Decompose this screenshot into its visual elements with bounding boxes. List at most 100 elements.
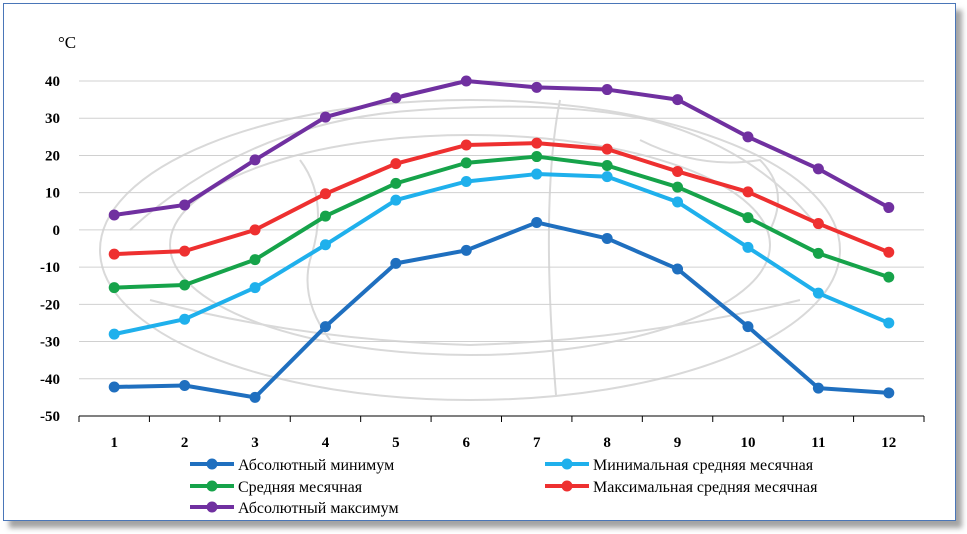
y-tick-label: 20 bbox=[45, 148, 60, 164]
legend-item[interactable]: Максимальная средняя месячная bbox=[545, 479, 818, 496]
series-line bbox=[114, 220, 889, 400]
axes bbox=[78, 415, 925, 422]
series-2 bbox=[108, 168, 895, 340]
data-point bbox=[390, 92, 402, 104]
legend[interactable]: Абсолютный минимум Минимальная средняя ме… bbox=[190, 457, 818, 517]
y-tick-label: -30 bbox=[40, 335, 60, 351]
legend-swatch-marker bbox=[206, 501, 218, 513]
x-tick-label: 7 bbox=[533, 435, 541, 451]
data-point bbox=[812, 247, 824, 259]
data-point bbox=[742, 131, 754, 143]
data-point bbox=[601, 143, 613, 155]
data-point bbox=[179, 279, 191, 291]
data-point bbox=[883, 202, 895, 214]
data-point bbox=[108, 282, 120, 294]
legend-label: Абсолютный минимум bbox=[238, 457, 394, 474]
series-line bbox=[113, 172, 890, 337]
x-tick-label: 1 bbox=[110, 435, 118, 451]
data-point bbox=[179, 245, 191, 257]
data-point bbox=[460, 75, 472, 87]
data-point bbox=[460, 139, 472, 151]
data-point bbox=[531, 151, 543, 163]
y-tick-label: 30 bbox=[45, 111, 60, 127]
legend-item[interactable]: Минимальная средняя месячная bbox=[545, 457, 814, 474]
data-point bbox=[742, 212, 754, 224]
data-point bbox=[672, 94, 684, 106]
x-tick-labels: 1 2 3 4 5 6 7 8 9 10 11 12 bbox=[110, 435, 896, 451]
data-point bbox=[531, 168, 543, 180]
data-point bbox=[601, 232, 613, 244]
data-point bbox=[319, 111, 331, 123]
data-point bbox=[108, 328, 120, 340]
data-point bbox=[531, 216, 543, 228]
y-axis-unit: °C bbox=[58, 33, 76, 52]
series-3 bbox=[108, 151, 895, 294]
data-point bbox=[531, 81, 543, 93]
legend-label: Минимальная средняя месячная bbox=[593, 457, 814, 474]
data-point bbox=[390, 194, 402, 206]
chart-frame bbox=[3, 3, 956, 521]
data-point bbox=[319, 239, 331, 251]
data-point bbox=[179, 379, 191, 391]
y-tick-label: -50 bbox=[40, 409, 60, 425]
data-point bbox=[108, 209, 120, 221]
x-tick-label: 6 bbox=[463, 435, 471, 451]
x-tick-label: 5 bbox=[392, 435, 400, 451]
y-tick-label: -20 bbox=[40, 297, 60, 313]
data-point bbox=[531, 137, 543, 149]
map-watermark bbox=[99, 99, 841, 401]
x-tick-label: 8 bbox=[603, 435, 611, 451]
legend-item[interactable]: Абсолютный минимум bbox=[190, 457, 394, 474]
data-point bbox=[672, 181, 684, 193]
data-point bbox=[460, 244, 472, 256]
legend-swatch-marker bbox=[206, 458, 218, 470]
data-point bbox=[742, 321, 754, 333]
data-point bbox=[812, 287, 824, 299]
data-point bbox=[249, 282, 261, 294]
data-point bbox=[179, 199, 191, 211]
data-point bbox=[108, 381, 120, 393]
legend-swatch-marker bbox=[561, 480, 573, 492]
data-point bbox=[883, 271, 895, 283]
data-point bbox=[179, 313, 191, 325]
data-point bbox=[390, 257, 402, 269]
legend-item[interactable]: Средняя месячная bbox=[190, 479, 363, 496]
x-tick-label: 4 bbox=[322, 435, 330, 451]
data-point bbox=[460, 176, 472, 187]
x-tick-label: 9 bbox=[674, 435, 682, 451]
data-point bbox=[249, 154, 261, 166]
data-point bbox=[601, 159, 613, 171]
legend-item[interactable]: Абсолютный максимум bbox=[190, 500, 399, 517]
data-point bbox=[249, 254, 261, 266]
data-point bbox=[601, 171, 613, 183]
series-1 bbox=[108, 216, 895, 403]
series-4 bbox=[108, 137, 895, 260]
data-point bbox=[390, 177, 402, 189]
data-point bbox=[319, 321, 331, 333]
y-tick-label: -40 bbox=[40, 372, 60, 388]
data-point bbox=[883, 387, 895, 399]
data-point bbox=[249, 224, 261, 236]
gridlines bbox=[79, 80, 924, 380]
data-point bbox=[883, 246, 895, 258]
data-point bbox=[390, 158, 402, 170]
series-line bbox=[114, 141, 890, 257]
data-point bbox=[672, 263, 684, 275]
series-line bbox=[114, 154, 890, 290]
data-point bbox=[812, 163, 824, 175]
legend-label: Абсолютный максимум bbox=[238, 500, 399, 517]
data-point bbox=[249, 391, 261, 403]
series-lines bbox=[108, 75, 895, 403]
data-point bbox=[601, 84, 613, 96]
data-point bbox=[742, 186, 754, 198]
data-point bbox=[108, 248, 120, 260]
data-point bbox=[672, 196, 684, 208]
data-point bbox=[883, 317, 895, 329]
y-tick-label: 40 bbox=[45, 74, 60, 90]
y-tick-labels: 40 30 20 10 0 -10 -20 -30 -40 -50 bbox=[40, 74, 60, 425]
legend-swatch-marker bbox=[206, 480, 218, 492]
data-point bbox=[319, 210, 331, 222]
data-point bbox=[672, 165, 684, 177]
data-point bbox=[812, 218, 824, 230]
